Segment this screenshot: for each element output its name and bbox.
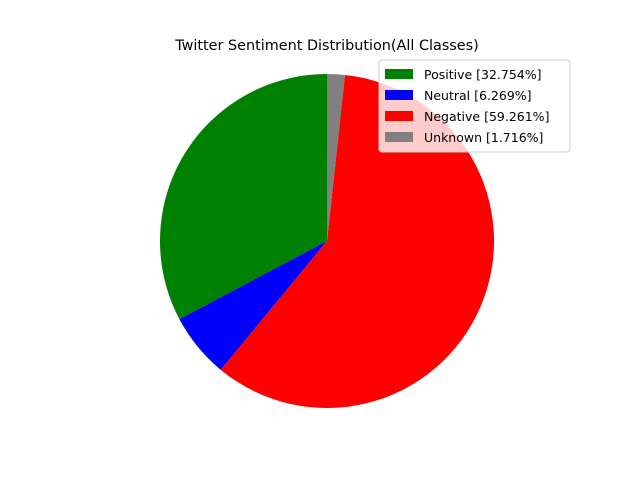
legend-swatch-negative	[385, 111, 413, 121]
chart-title: Twitter Sentiment Distribution(All Class…	[174, 38, 479, 54]
legend-swatch-positive	[385, 69, 413, 79]
legend-swatch-unknown	[385, 132, 413, 142]
legend-label-unknown: Unknown [1.716%]	[424, 130, 543, 145]
pie-slices	[159, 74, 495, 409]
legend-box	[378, 59, 571, 153]
legend-label-positive: Positive [32.754%]	[424, 67, 542, 82]
legend-label-negative: Negative [59.261%]	[424, 109, 549, 124]
legend-swatch-neutral	[385, 90, 413, 100]
pie-slice-neutral	[179, 241, 327, 370]
legend-label-neutral: Neutral [6.269%]	[424, 88, 532, 103]
pie-slice-positive	[159, 74, 327, 320]
pie-slice-unknown	[327, 74, 345, 241]
legend: Positive [32.754%] Neutral [6.269%] Negati…	[378, 59, 571, 153]
pie-slice-negative	[220, 74, 495, 409]
